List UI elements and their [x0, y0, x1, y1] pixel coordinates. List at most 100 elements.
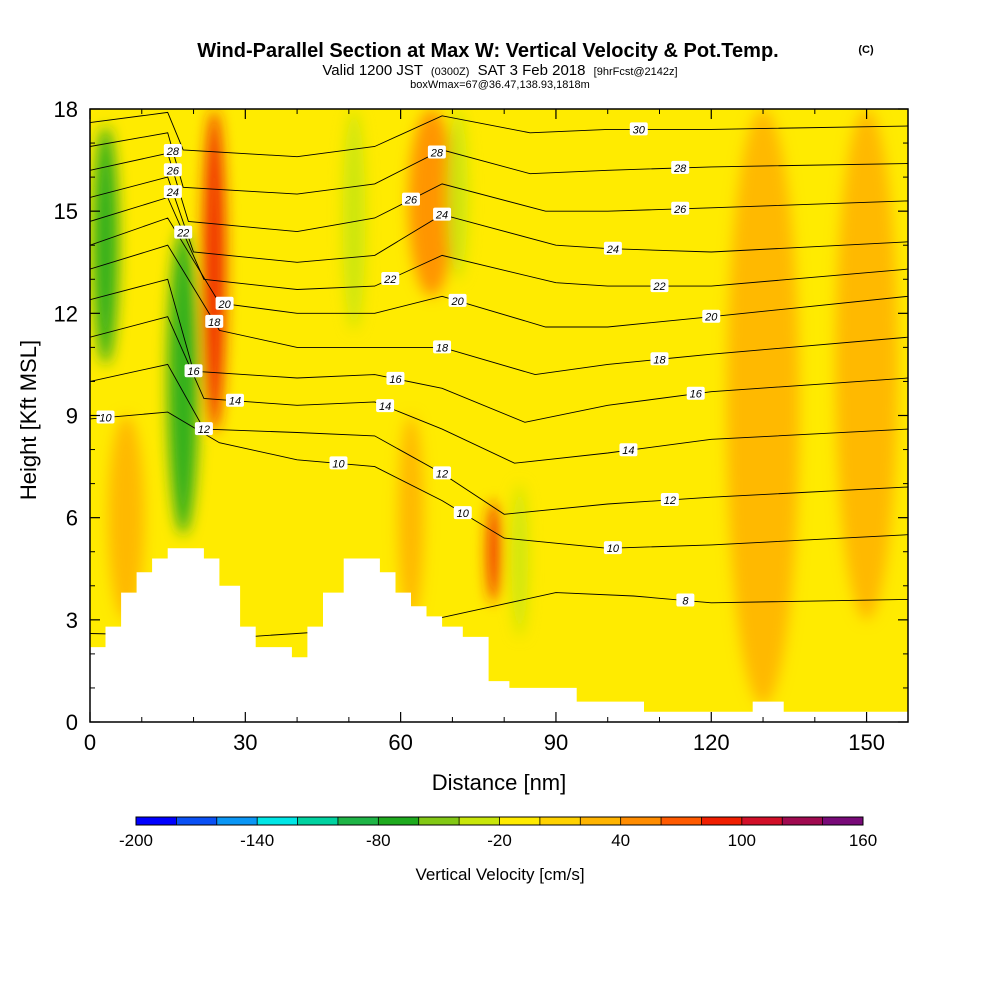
contour-label-box: [386, 371, 405, 385]
contour-label-10-1: 10: [329, 456, 348, 470]
contour-label-text: 22: [383, 274, 396, 286]
isentrope-24: [90, 176, 908, 263]
terrain-mask: [90, 548, 908, 722]
contour-label-16-2: 16: [686, 386, 705, 401]
colorbar: -200 -140 -80 -20 40 100 160: [119, 816, 877, 850]
contour-label-text: 24: [435, 210, 448, 222]
isentrope-12: [90, 363, 908, 515]
colorbar-swatch-14: [701, 817, 743, 825]
contour-label-box: [401, 192, 420, 206]
colorbar-swatch-15: [741, 817, 783, 825]
isentrope-14: [90, 316, 908, 464]
contour-label-30-0: 30: [629, 122, 648, 136]
colorbar-swatch-12: [620, 817, 662, 825]
subtitle-utc-time: (0300Z): [431, 66, 470, 78]
contour-label-text: 22: [652, 281, 665, 293]
x-tick-label: 90: [544, 730, 568, 755]
contour-label-18-1: 18: [433, 340, 452, 354]
velocity-band-2: [202, 109, 226, 433]
colorbar-swatch-2: [216, 817, 258, 825]
colorbar-tick-label: -20: [487, 831, 512, 850]
plot-area: 8 10 10 10 10 12 12 12 14 14 14 16 16 16 18 18 18 20 20 20 2…: [89, 108, 909, 723]
contour-label-text: 26: [404, 195, 418, 207]
contour-label-text: 24: [166, 187, 179, 199]
contour-label-box: [676, 593, 695, 607]
contour-label-10-2: 10: [453, 506, 472, 520]
contour-label-text: 28: [673, 163, 687, 175]
contour-label-box: [205, 314, 224, 328]
contour-label-box: [650, 352, 669, 366]
velocity-band-10: [108, 415, 145, 620]
contour-label-26-0: 26: [163, 163, 182, 177]
axes: 0 30 60 90 120 150 0 3 6 9 12 15 18: [54, 97, 908, 755]
colorbar-swatch-7: [418, 817, 460, 825]
contour-label-text: 20: [450, 296, 464, 308]
contour-label-box: [381, 272, 400, 286]
contour-label-box: [194, 422, 213, 436]
contour-label-box: [671, 201, 690, 215]
contour-label-text: 16: [187, 366, 200, 378]
contour-label-24-1: 24: [433, 207, 452, 222]
contour-label-box: [433, 340, 452, 354]
contour-label-box: [329, 456, 348, 470]
velocity-band-6: [487, 500, 501, 603]
subtitle-forecast: [9hrFcst@2142z]: [594, 66, 678, 78]
contour-label-12-1: 12: [433, 466, 452, 480]
vertical-velocity-field: [92, 109, 898, 705]
copyright-mark: (C): [858, 44, 874, 56]
colorbar-tick-label: 40: [611, 831, 630, 850]
contour-label-text: 14: [379, 401, 391, 413]
contour-label-12-0: 12: [194, 422, 213, 436]
y-tick-label: 18: [54, 97, 78, 122]
contour-label-text: 12: [664, 495, 676, 507]
isentrope-16: [90, 278, 908, 423]
isentrope-30: [90, 111, 908, 158]
contour-label-text: 18: [208, 317, 221, 329]
contour-label-box: [702, 309, 721, 323]
colorbar-swatch-6: [378, 817, 420, 825]
y-tick-label: 15: [54, 199, 78, 224]
contour-label-10-0: 10: [96, 410, 115, 425]
contour-label-box: [619, 443, 638, 457]
subtitle-box-wmax: boxWmax=67@36.47,138.93,1818m: [410, 79, 590, 91]
contour-label-20-2: 20: [702, 309, 721, 324]
contour-label-text: 12: [436, 468, 448, 480]
contour-label-text: 12: [198, 424, 210, 436]
contour-label-box: [427, 145, 446, 159]
contour-label-text: 24: [606, 244, 619, 256]
y-tick-label: 12: [54, 301, 78, 326]
contour-label-box: [671, 160, 690, 174]
chart-subtitle: Valid 1200 JST (0300Z) SAT 3 Feb 2018 [9…: [322, 62, 677, 79]
colorbar-tick-label: -140: [240, 831, 274, 850]
velocity-band-7: [511, 483, 528, 637]
contour-label-text: 14: [622, 445, 634, 457]
colorbar-swatch-8: [459, 817, 500, 825]
contour-label-20-0: 20: [215, 296, 234, 311]
contour-label-28-1: 28: [427, 145, 446, 159]
contour-label-26-1: 26: [401, 192, 420, 207]
contour-label-text: 26: [166, 165, 180, 177]
contour-label-12-2: 12: [660, 492, 679, 507]
contour-label-text: 28: [166, 146, 180, 158]
colorbar-tick-label: 100: [728, 831, 756, 850]
velocity-band-0: [92, 126, 119, 365]
contour-label-box: [650, 279, 669, 293]
contour-label-text: 14: [229, 396, 241, 408]
x-tick-label: 60: [388, 730, 412, 755]
contour-label-box: [433, 207, 452, 221]
colorbar-tick-label: -200: [119, 831, 153, 850]
contour-label-20-1: 20: [448, 293, 467, 308]
contour-label-text: 16: [690, 389, 703, 401]
contour-label-text: 8: [682, 596, 689, 608]
contour-label-24-2: 24: [603, 241, 622, 256]
contour-label-28-0: 28: [163, 144, 182, 158]
contour-label-text: 18: [436, 342, 449, 354]
velocity-band-1: [167, 228, 199, 535]
contour-label-box: [163, 185, 182, 199]
contour-label-text: 10: [332, 458, 345, 470]
isentrope-28: [90, 132, 908, 195]
colorbar-swatch-3: [257, 817, 299, 825]
contour-label-box: [629, 122, 648, 136]
contour-label-text: 26: [673, 204, 687, 216]
contour-label-text: 10: [99, 413, 112, 425]
